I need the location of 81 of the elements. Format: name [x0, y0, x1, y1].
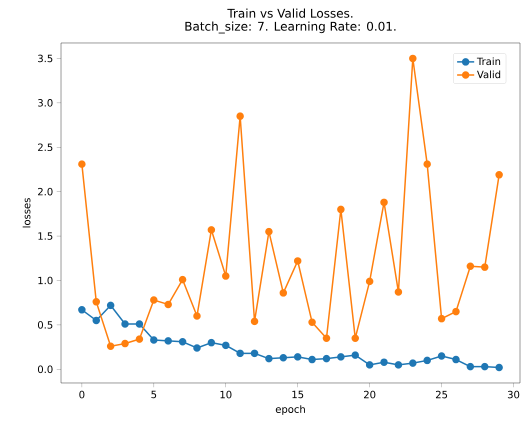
point [265, 354, 273, 362]
y-tick-label: 0.5 [38, 321, 52, 329]
point [409, 359, 417, 367]
point [423, 356, 431, 364]
point [452, 308, 460, 316]
x-tick-label: 5 [151, 390, 156, 398]
point [136, 335, 144, 343]
point [394, 361, 402, 369]
legend-label: Valid [477, 70, 500, 78]
point [250, 318, 258, 326]
point [178, 338, 186, 346]
point [78, 306, 86, 314]
point [423, 160, 431, 168]
point [322, 354, 330, 362]
point [106, 302, 114, 310]
point [337, 353, 345, 361]
point [208, 338, 216, 346]
x-tick-label: 0 [79, 390, 84, 398]
point [409, 54, 417, 62]
point [294, 257, 302, 265]
point [222, 342, 230, 350]
point [164, 300, 172, 308]
y-tick-label: 3.5 [38, 54, 52, 62]
y-tick-label: 2.0 [38, 188, 53, 196]
point [280, 289, 288, 297]
y-tick-label: 1.0 [38, 276, 53, 284]
point [322, 334, 330, 342]
point [352, 334, 359, 342]
point [481, 362, 488, 370]
x-axis-title: epoch [276, 405, 305, 415]
point [193, 344, 201, 352]
point [466, 262, 474, 270]
point [380, 198, 388, 206]
y-tick-label: 2.5 [38, 143, 52, 152]
point [193, 312, 201, 320]
point [308, 318, 316, 326]
point [294, 353, 302, 361]
point [121, 320, 129, 328]
point [250, 350, 258, 358]
point [352, 351, 359, 359]
y-axis-title: losses [22, 198, 30, 228]
point [308, 356, 316, 364]
x-tick-label: 30 [508, 390, 520, 398]
point [466, 362, 474, 370]
point [337, 206, 345, 214]
chart-title: Train vs Valid Losses. [227, 8, 352, 18]
point [136, 320, 144, 328]
legend-label: Train [476, 57, 500, 66]
y-tick-label: 0.0 [38, 366, 53, 374]
point [265, 228, 273, 236]
point [150, 336, 158, 344]
point [150, 296, 158, 304]
point [236, 112, 244, 120]
point [438, 352, 446, 360]
x-tick-label: 10 [220, 390, 232, 398]
x-tick-label: 25 [436, 390, 448, 398]
point [178, 276, 186, 284]
point [208, 226, 216, 234]
point [78, 160, 86, 168]
point [452, 356, 460, 364]
point [495, 364, 503, 372]
point [92, 316, 100, 324]
point [481, 263, 488, 271]
point [438, 314, 446, 322]
point [366, 361, 374, 369]
point [280, 354, 288, 362]
point [106, 342, 114, 350]
point [164, 337, 172, 345]
point [236, 350, 244, 358]
point [394, 288, 402, 296]
point [92, 298, 100, 306]
point [366, 278, 374, 286]
y-tick-label: 1.5 [38, 232, 52, 240]
chart-subtitle: Batch_size: 7. Learning Rate: 0.01. [185, 22, 396, 34]
y-tick-label: 3.0 [38, 99, 53, 107]
point [222, 272, 230, 280]
x-tick-label: 20 [364, 390, 376, 398]
x-tick-label: 15 [292, 390, 304, 398]
point [380, 358, 388, 366]
point [121, 340, 129, 348]
point [495, 171, 503, 179]
